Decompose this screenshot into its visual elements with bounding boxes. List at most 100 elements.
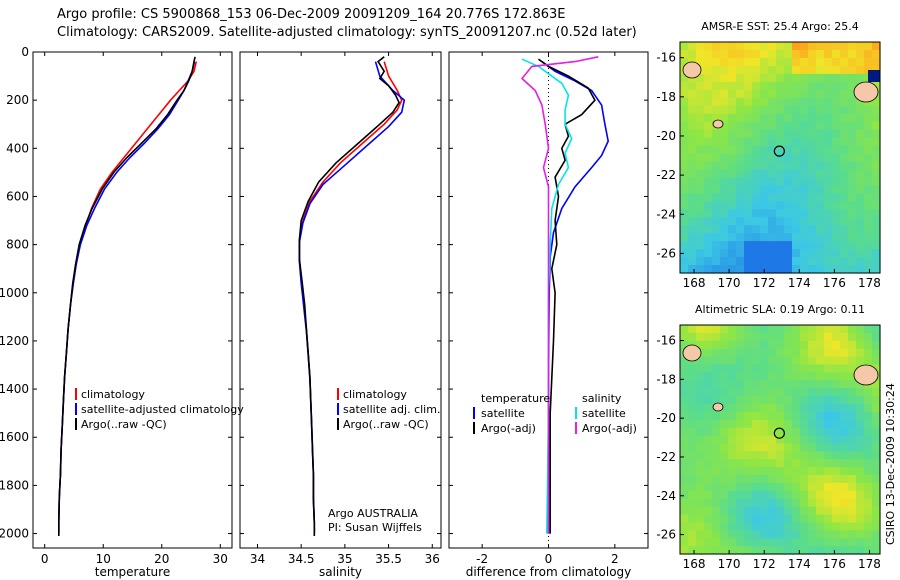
sst-cell [736,161,745,171]
sla-cell [680,325,689,334]
sst-cell [832,249,841,258]
sla-cell [720,380,729,389]
sst-cell [744,177,753,186]
sla-cell [712,475,721,484]
sst-cell [840,185,849,194]
sla-cell [712,356,721,366]
sst-cell [848,249,857,258]
sla-cell [768,475,777,484]
sst-cell [696,225,705,234]
sla-cell [720,325,729,334]
sst-cell [728,209,737,218]
sla-cell [776,380,785,389]
sla-cell [800,364,809,373]
sla-cell [816,427,825,437]
sla-cell [856,475,865,484]
sst-cell [832,209,841,218]
sst-cell [744,169,753,178]
sla-cell [864,498,873,508]
sst-cell [704,265,713,274]
sst-cell [848,257,857,266]
sst-cell [760,217,769,226]
sst-map-ytick-label: -24 [656,207,676,221]
sla-cell [720,530,729,539]
sla-cell [840,380,849,389]
sla-cell [760,530,769,539]
sst-cell [856,233,865,242]
sst-cell [792,89,801,99]
sst-cell [800,217,809,226]
sst-cell [776,185,785,194]
sla-cell [784,404,793,413]
sla-cell [760,388,769,397]
sla-cell [784,372,793,381]
sla-cell [848,388,857,397]
sst-cell [848,57,857,67]
sla-map-ytick-label: -16 [656,334,676,348]
sst-cell [680,129,689,139]
annotation-line-2: PI: Susan Wijffels [328,521,422,534]
sst-cell [744,193,753,202]
sla-cell [840,538,849,547]
sla-cell [808,364,817,373]
sst-cell [824,233,833,242]
sla-cell [856,340,865,350]
sla-cell [816,506,825,516]
sst-cell [800,105,809,115]
sst-cell [784,201,793,210]
sla-cell [736,459,745,468]
sst-cell [792,225,801,234]
sst-cell [744,153,753,163]
sst-map-xtick-label: 170 [718,276,741,290]
sst-cell [792,169,801,178]
sst-cell [832,265,841,274]
sla-cell [744,482,753,492]
sst-cell [824,169,833,178]
sst-cell [680,50,689,59]
sst-cell [872,249,881,258]
sla-cell [768,514,777,523]
sla-cell [800,356,809,366]
sst-cell [744,81,753,91]
sla-cell [872,388,881,397]
sst-cell [848,153,857,163]
sst-cell [728,201,737,210]
sla-cell [832,530,841,539]
sst-cell [768,177,777,186]
sla-cell [752,546,761,555]
sla-cell [696,475,705,484]
sst-cell [696,137,705,147]
sla-cell [864,411,873,421]
sla-cell [824,364,833,373]
sst-cell [696,145,705,155]
sla-cell [760,380,769,389]
sst-cell [792,249,801,258]
sla-cell [784,364,793,373]
sla-cell [752,482,761,492]
sst-cell [792,121,801,131]
sal-series-line [298,61,403,534]
sst-cell [856,73,865,83]
sst-cell [792,257,801,266]
sla-cell [688,522,697,531]
sst-cell [856,177,865,186]
sla-cell [784,514,793,523]
sst-cell [800,89,809,99]
sla-cell [720,451,729,460]
sst-cell [848,201,857,210]
sla-cell [704,435,713,445]
sst-cell [816,225,825,234]
sst-cell [784,217,793,226]
sst-cell [728,177,737,186]
sst-cell [712,89,721,99]
sst-map-xtick-label: 168 [683,276,706,290]
sla-cell [760,427,769,437]
sla-cell [800,332,809,342]
sst-cell [784,265,793,274]
sst-cell [784,233,793,242]
sla-cell [752,522,761,531]
sla-cell [800,451,809,460]
sst-cell [696,105,705,115]
sla-cell [856,419,865,429]
sla-cell [704,451,713,460]
